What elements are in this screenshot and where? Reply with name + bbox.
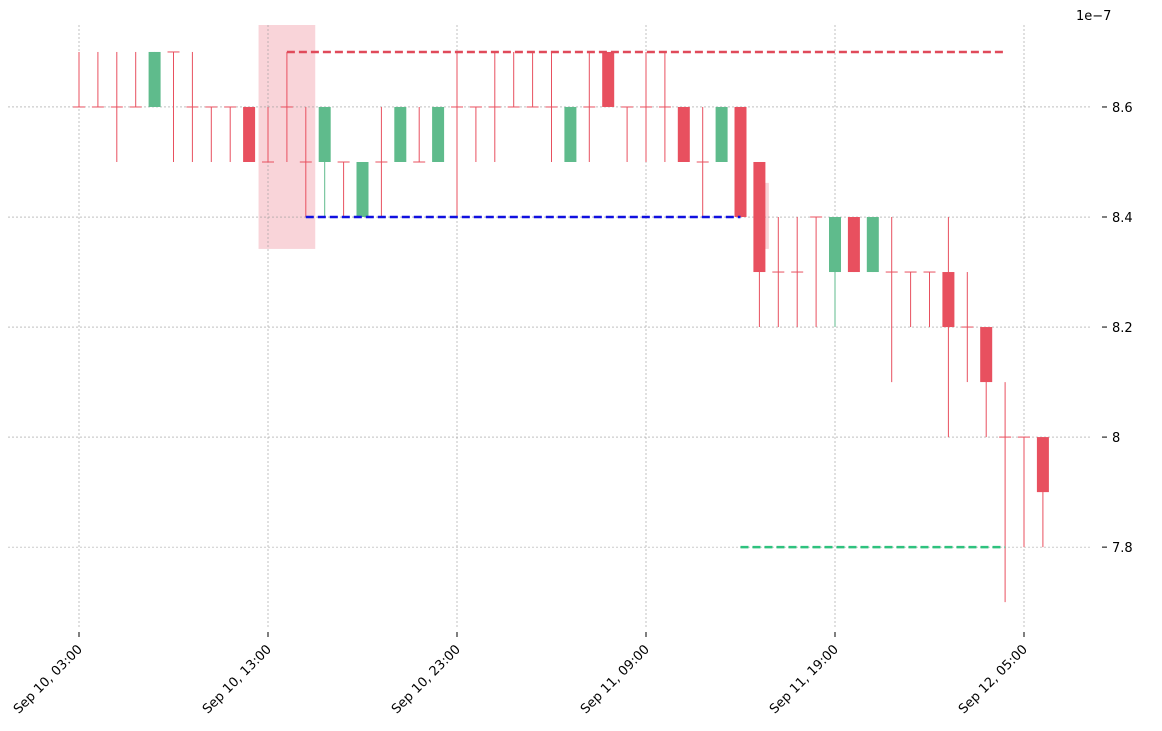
candle-body <box>942 272 955 328</box>
x-tick-label: Sep 10, 13:00 <box>200 642 275 717</box>
candle-body <box>753 161 766 273</box>
candle-body <box>243 106 256 162</box>
y-tick-label: 7.8 <box>1112 541 1133 556</box>
candle-body <box>715 106 728 162</box>
candle-body <box>734 106 747 218</box>
candle-body <box>677 106 690 162</box>
candle-body <box>564 106 577 162</box>
candle-body <box>356 161 369 218</box>
candle-body <box>980 327 993 383</box>
candle-body <box>1036 437 1049 493</box>
y-tick-label: 8.4 <box>1112 211 1133 226</box>
x-tick-label: Sep 11, 09:00 <box>578 642 653 717</box>
x-tick-label: Sep 10, 03:00 <box>11 642 86 717</box>
candle-body <box>829 217 841 273</box>
x-tick-label: Sep 11, 19:00 <box>767 642 842 717</box>
candle-body <box>148 51 161 107</box>
candle-body <box>866 217 879 273</box>
candle-body <box>432 106 445 162</box>
axis-offset-label: 1e−7 <box>1076 9 1111 24</box>
candle-body <box>318 106 331 162</box>
y-tick-label: 8 <box>1112 431 1120 446</box>
candle-body <box>394 106 407 162</box>
x-tick-label: Sep 12, 05:00 <box>956 642 1031 717</box>
y-tick-label: 8.6 <box>1112 101 1133 116</box>
candle-body <box>602 51 615 107</box>
y-tick-label: 8.2 <box>1112 321 1133 336</box>
x-tick-label: Sep 10, 23:00 <box>389 642 464 717</box>
candle-body <box>847 217 860 273</box>
